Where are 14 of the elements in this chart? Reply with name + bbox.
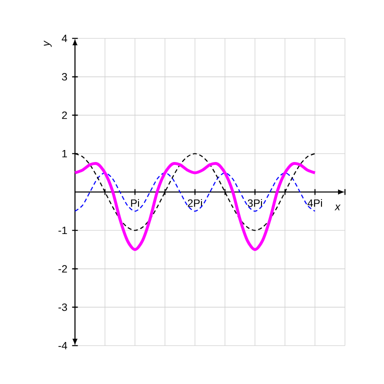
y-tick-label: 2 bbox=[62, 111, 67, 119]
x-tick-label: 4Pi bbox=[308, 199, 322, 207]
y-axis-title: y bbox=[44, 40, 52, 47]
y-tick-label: -2 bbox=[58, 265, 67, 273]
y-tick-label: 3 bbox=[62, 73, 67, 81]
x-tick-label: Pi bbox=[131, 199, 139, 207]
y-tick-label: -3 bbox=[58, 303, 67, 311]
y-tick-label: -1 bbox=[58, 226, 67, 234]
x-axis-title: x bbox=[334, 204, 341, 210]
x-tick-label: 3Pi bbox=[248, 199, 262, 207]
y-tick-label: -4 bbox=[58, 342, 68, 350]
y-tick-label: 4 bbox=[62, 34, 68, 42]
y-tick-label: 1 bbox=[62, 150, 67, 158]
x-tick-label: 2Pi bbox=[188, 199, 202, 207]
